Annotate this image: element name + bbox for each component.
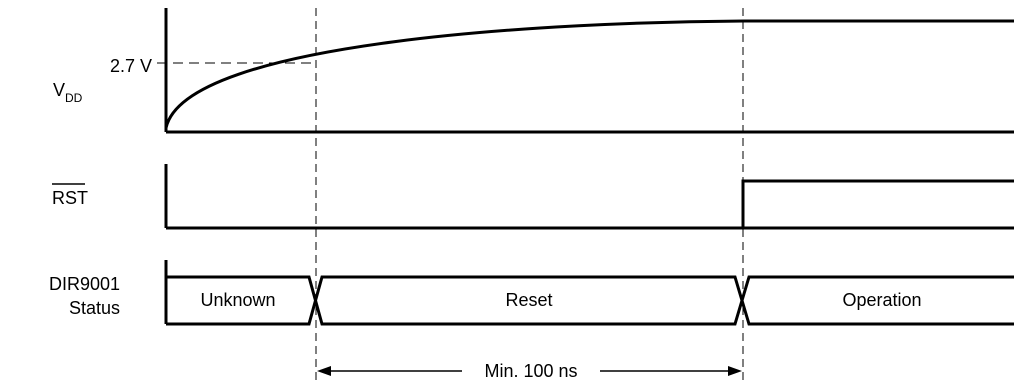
rst-label: RST [52, 188, 88, 208]
vdd-ramp-curve [164, 19, 1014, 129]
interval-label: Min. 100 ns [484, 361, 577, 381]
status-bus-lower [166, 275, 1014, 326]
state-reset: Reset [505, 290, 552, 310]
status-label-line2: Status [69, 298, 120, 318]
vdd-threshold-label: 2.7 V [110, 56, 152, 76]
vdd-label: VDD [53, 80, 83, 105]
state-operation: Operation [842, 290, 921, 310]
rst-waveform [166, 179, 1014, 230]
state-unknown: Unknown [200, 290, 275, 310]
status-bus-upper [166, 275, 1014, 326]
interval-arrow-right [728, 366, 742, 376]
status-label-line1: DIR9001 [49, 274, 120, 294]
interval-arrow-left [317, 366, 331, 376]
